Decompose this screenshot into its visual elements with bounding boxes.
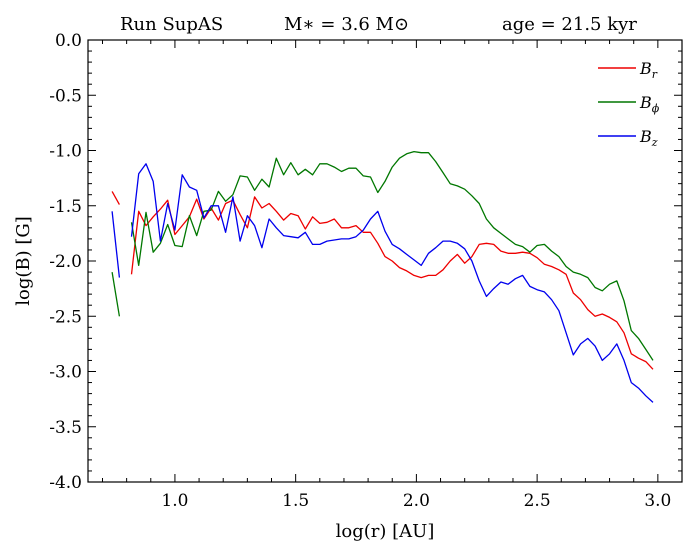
y-tick-label: -3.0 <box>49 363 82 383</box>
x-tick-label: 2.5 <box>524 491 551 511</box>
axis-ticks: 1.0 1.5 2.0 2.5 3.0 0.0 -0.5 -1.0 -1.5 -2.0 -2.5 -3… <box>49 31 682 511</box>
y-tick-label: -2.0 <box>49 252 82 272</box>
legend-label: Bz <box>639 127 658 149</box>
header-age-label: age = 21.5 kyr <box>502 14 637 35</box>
series-line-b-z <box>130 163 654 403</box>
x-axis-label: log(r) [AU] <box>336 521 435 542</box>
header-run-label: Run SupAS <box>120 14 223 35</box>
x-tick-label: 1.5 <box>282 491 309 511</box>
series-line-b-r <box>111 191 120 205</box>
legend: Br Bϕ Bz <box>598 59 660 149</box>
plot-frame <box>87 39 683 483</box>
y-tick-label: -1.5 <box>49 197 82 217</box>
y-axis-label: log(B) [G] <box>13 216 34 306</box>
y-tick-label: -2.5 <box>49 307 82 327</box>
series-line-b-z <box>111 211 121 278</box>
y-tick-label: -3.5 <box>49 418 82 438</box>
x-tick-label: 2.0 <box>403 491 430 511</box>
series-line-b-phi <box>130 150 654 361</box>
x-tick-label: 1.0 <box>161 491 188 511</box>
header-mass-label: M∗ = 3.6 M⊙ <box>284 14 409 35</box>
data-series <box>111 150 654 403</box>
legend-label: Bϕ <box>639 93 660 115</box>
chart-header: Run SupAS M∗ = 3.6 M⊙ age = 21.5 kyr <box>120 14 637 35</box>
series-line-b-r <box>130 196 654 370</box>
x-tick-label: 3.0 <box>644 491 671 511</box>
y-tick-label: 0.0 <box>55 31 82 51</box>
y-tick-label: -1.0 <box>49 142 82 162</box>
y-tick-label: -0.5 <box>49 86 82 106</box>
legend-label: Br <box>639 59 658 81</box>
y-tick-label: -4.0 <box>49 473 82 493</box>
series-line-b-phi <box>111 271 121 317</box>
